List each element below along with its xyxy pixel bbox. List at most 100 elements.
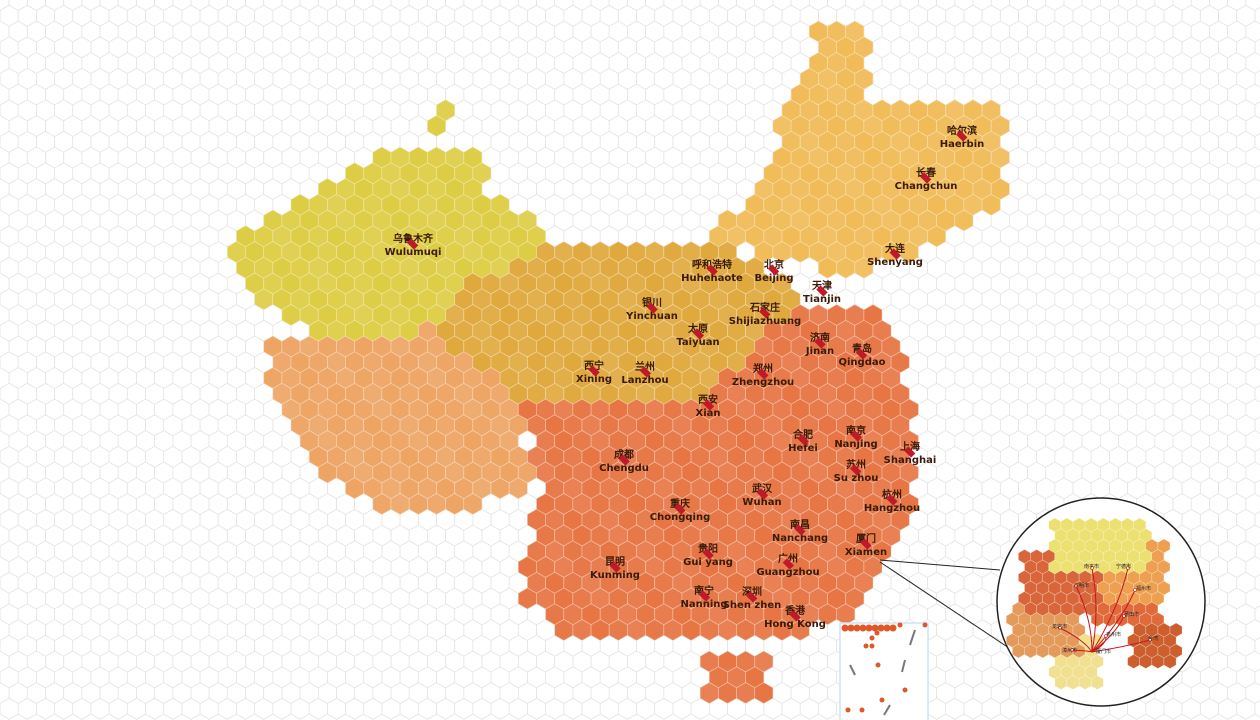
city-tianjin[interactable]: 天津Tianjin [803,281,841,305]
city-wulumuqi[interactable]: 乌鲁木齐Wulumuqi [385,234,442,258]
city-name-en: Shen zhen [722,600,782,611]
city-nanjing[interactable]: 南京Nanjing [834,426,877,450]
city-name-en: Nanjing [834,439,878,450]
city-lanzhou[interactable]: 兰州Lanzhou [621,362,668,386]
region-northeast-hex [954,209,974,232]
inset-hex [1090,675,1104,690]
city-name-en: Chongqing [649,512,711,523]
region-southwest-hex [508,477,528,500]
city-xiamen[interactable]: 厦门Xiamen [845,534,887,558]
region-northeast-hex [854,256,874,279]
minimap-dot [875,662,881,668]
city-chongqing[interactable]: 重庆Chongqing [650,499,710,523]
minimap-dot [883,624,891,632]
minimap-dash [909,629,916,646]
minimap-dot [874,630,880,636]
city-yinchuan[interactable]: 银川Yinchuan [626,298,678,322]
minimap-dot [853,624,861,632]
city-name-en: Xian [695,408,721,419]
inset-city-label: 漳州市 [1062,648,1078,654]
minimap-dot [869,643,875,649]
inset-routes [1058,566,1152,653]
city-wuhan[interactable]: 武汉Wuhan [742,484,781,508]
minimap-dot [845,707,851,713]
city-name-en: Hangzhou [863,503,921,514]
minimap-dot [859,707,865,713]
city-su-zhou[interactable]: 苏州Su zhou [834,460,879,484]
city-haerbin[interactable]: 哈尔滨Haerbin [940,126,985,150]
city-name-en: Haerbin [939,139,985,150]
inset-city-label: 莆田市 [1124,612,1140,618]
route-line [1075,585,1093,653]
city-shen-zhen[interactable]: 深圳Shen zhen [723,587,782,611]
city-gui-yang[interactable]: 贵阳Gui yang [683,544,733,568]
city-name-en: Hong Kong [764,619,826,630]
city-xining[interactable]: 西宁Xining [576,361,612,385]
city-name-en: Qingdao [838,357,886,368]
city-name-en: Wuhan [742,497,782,508]
city-name-en: Huhehaote [681,273,743,284]
city-shijiazhuang[interactable]: 石家庄Shijiazhuang [729,303,801,327]
city-zhengzhou[interactable]: 郑州Zhengzhou [732,364,794,388]
city-name-en: Taiyuan [676,337,720,348]
inset-zoom-circle[interactable] [996,497,1206,707]
inset-city-label: 龙岩市 [1052,624,1068,630]
minimap-dot [897,622,903,628]
city-jinan[interactable]: 济南Jinan [806,333,834,357]
city-name-en: Changchun [894,181,958,192]
minimap-dot [871,624,879,632]
city-huhehaote[interactable]: 呼和浩特Huhehaote [681,260,743,284]
city-guangzhou[interactable]: 广州Guangzhou [756,554,819,578]
region-south-east-hex [836,603,856,626]
route-line [1071,649,1093,653]
region-northwest-tip-hex [426,115,447,137]
route-line [1091,567,1129,653]
city-name-en: Shenyang [867,257,923,268]
city-name-en: Shanghai [883,455,937,466]
route-node [1074,584,1078,588]
minimap-dash [901,659,906,673]
city-nanchang[interactable]: 南昌Nanchang [772,520,828,544]
route-line [1091,567,1097,653]
city-taiyuan[interactable]: 太原Taiyuan [676,324,719,348]
city-name-en: Hefei [788,443,818,454]
route-line [1091,615,1125,653]
inset-city-label: 台湾 [1148,636,1159,642]
region-southwest-hex [463,493,483,515]
city-qingdao[interactable]: 青岛Qingdao [839,344,886,368]
minimap-dot [922,622,928,628]
city-name-en: Nanning [680,599,728,610]
city-shenyang[interactable]: 大连Shenyang [867,244,923,268]
route-node [1122,614,1126,618]
city-name-en: Tianjin [802,294,842,305]
china-hex-regions [226,20,1010,704]
route-node [1090,566,1094,570]
inset-connector-line [879,561,1013,651]
route-node [1070,648,1074,652]
minimap-dot [863,643,869,649]
city-hangzhou[interactable]: 杭州Hangzhou [864,490,920,514]
city-beijing[interactable]: 北京Beijing [755,260,794,284]
route-node [1104,634,1108,638]
minimap-dot [869,635,875,641]
minimap-box[interactable] [839,622,929,720]
city-name-en: Gui yang [683,557,733,568]
route-node [1148,638,1152,642]
city-changchun[interactable]: 长春Changchun [895,168,958,192]
city-xian[interactable]: 西安Xian [695,395,720,419]
city-nanning[interactable]: 南宁Nanning [680,586,727,610]
city-name-en: Nanchang [771,533,829,544]
city-name-en: Lanzhou [621,375,669,386]
inset-city-label: 泉州市 [1106,632,1122,638]
city-chengdu[interactable]: 成都Chengdu [599,450,649,474]
minimap-dot [841,624,849,632]
minimap-dot [847,624,855,632]
minimap-dash [883,704,891,716]
region-south-east-hex [790,619,810,641]
city-hong-kong[interactable]: 香港Hong Kong [764,606,826,630]
minimap-dot [865,624,873,632]
city-hefei[interactable]: 合肥Hefei [788,430,818,454]
city-shanghai[interactable]: 上海Shanghai [884,442,937,466]
city-kunming[interactable]: 昆明Kunming [590,557,640,581]
city-name-en: Shijiazhuang [728,316,802,327]
